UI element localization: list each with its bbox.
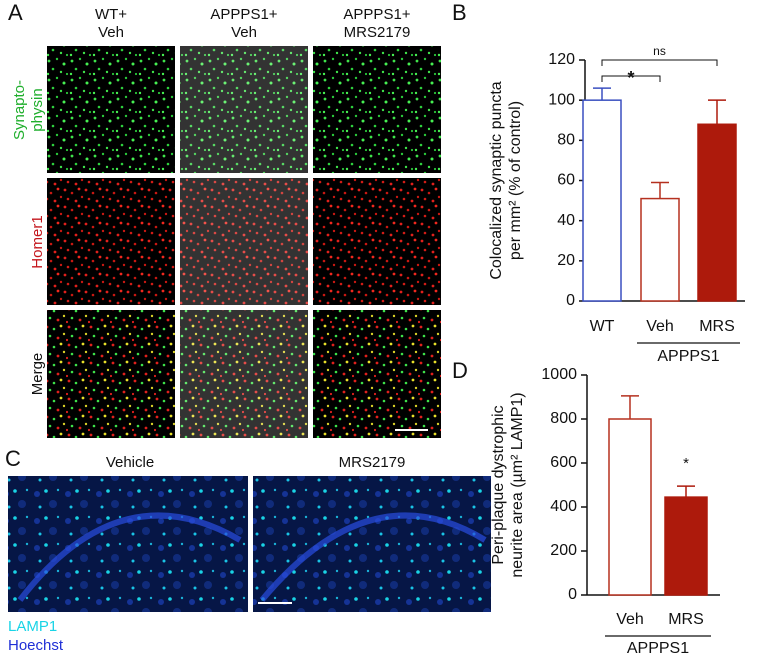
panel-letter: C xyxy=(5,446,21,471)
bar xyxy=(664,496,708,596)
y-tick-label: 0 xyxy=(566,292,575,309)
row-label: Homer1 xyxy=(29,215,46,268)
row-label: Synapto- xyxy=(11,80,28,140)
y-axis-label: neurite area (µm² LAMP1) xyxy=(509,392,526,577)
micrograph-grid xyxy=(47,46,441,438)
y-axis-label: Peri-plaque dystrophic xyxy=(490,405,507,564)
y-axis-label: Colocalized synaptic puncta xyxy=(488,81,505,279)
micrograph xyxy=(180,178,308,305)
micrograph xyxy=(47,46,175,173)
micrograph xyxy=(47,310,175,438)
micrograph xyxy=(8,476,248,612)
y-tick-label: 0 xyxy=(568,586,577,603)
column-header: Vehicle xyxy=(106,454,154,471)
bar xyxy=(640,197,680,302)
micrograph xyxy=(180,46,308,173)
panel-letter: B xyxy=(452,0,467,25)
y-tick-label: 20 xyxy=(557,252,575,269)
bar xyxy=(697,123,737,302)
panel-letter: D xyxy=(452,358,468,383)
column-header: APPPS1+ xyxy=(210,6,277,23)
group-label: APPPS1 xyxy=(627,640,689,656)
column-header: MRS2179 xyxy=(344,24,411,41)
y-tick-label: 600 xyxy=(550,454,577,471)
y-tick-label: 120 xyxy=(548,51,575,68)
column-header: Veh xyxy=(98,24,124,41)
y-tick-label: 400 xyxy=(550,498,577,515)
bar xyxy=(608,418,652,596)
bar xyxy=(582,99,622,302)
y-tick-label: 80 xyxy=(557,132,575,149)
micrograph xyxy=(313,46,441,173)
micrograph xyxy=(47,178,175,305)
y-tick-label: 1000 xyxy=(541,366,577,383)
micrograph xyxy=(313,178,441,305)
legend-label: Hoechst xyxy=(8,637,64,654)
micrograph xyxy=(253,476,491,612)
y-tick-label: 60 xyxy=(557,172,575,189)
y-tick-label: 200 xyxy=(550,542,577,559)
significance-label: * xyxy=(627,68,634,88)
significance-bracket xyxy=(601,75,661,82)
hippocampus-images xyxy=(8,476,491,612)
column-header: Veh xyxy=(231,24,257,41)
micrograph xyxy=(180,310,308,438)
row-label: Merge xyxy=(29,353,46,396)
panel-letter: A xyxy=(8,0,23,25)
column-header: MRS2179 xyxy=(339,454,406,471)
y-tick-label: 100 xyxy=(548,91,575,108)
significance-label: * xyxy=(683,455,689,472)
column-header: APPPS1+ xyxy=(343,6,410,23)
y-axis-label: per mm² (% of control) xyxy=(507,101,524,260)
cell-layer xyxy=(17,512,242,602)
x-tick-label: WT xyxy=(590,318,615,335)
cell-layer xyxy=(259,512,487,602)
significance-label: ns xyxy=(653,44,666,58)
y-tick-label: 40 xyxy=(557,212,575,229)
group-label: APPPS1 xyxy=(657,348,719,365)
significance-bracket xyxy=(601,59,718,66)
micrograph xyxy=(313,310,441,438)
row-label: physin xyxy=(29,88,46,131)
x-tick-label: Veh xyxy=(616,611,644,628)
x-tick-label: Veh xyxy=(646,318,674,335)
column-header: WT+ xyxy=(95,6,127,23)
y-tick-label: 800 xyxy=(550,410,577,427)
legend-label: LAMP1 xyxy=(8,618,57,635)
x-tick-label: MRS xyxy=(668,611,704,628)
x-tick-label: MRS xyxy=(699,318,735,335)
